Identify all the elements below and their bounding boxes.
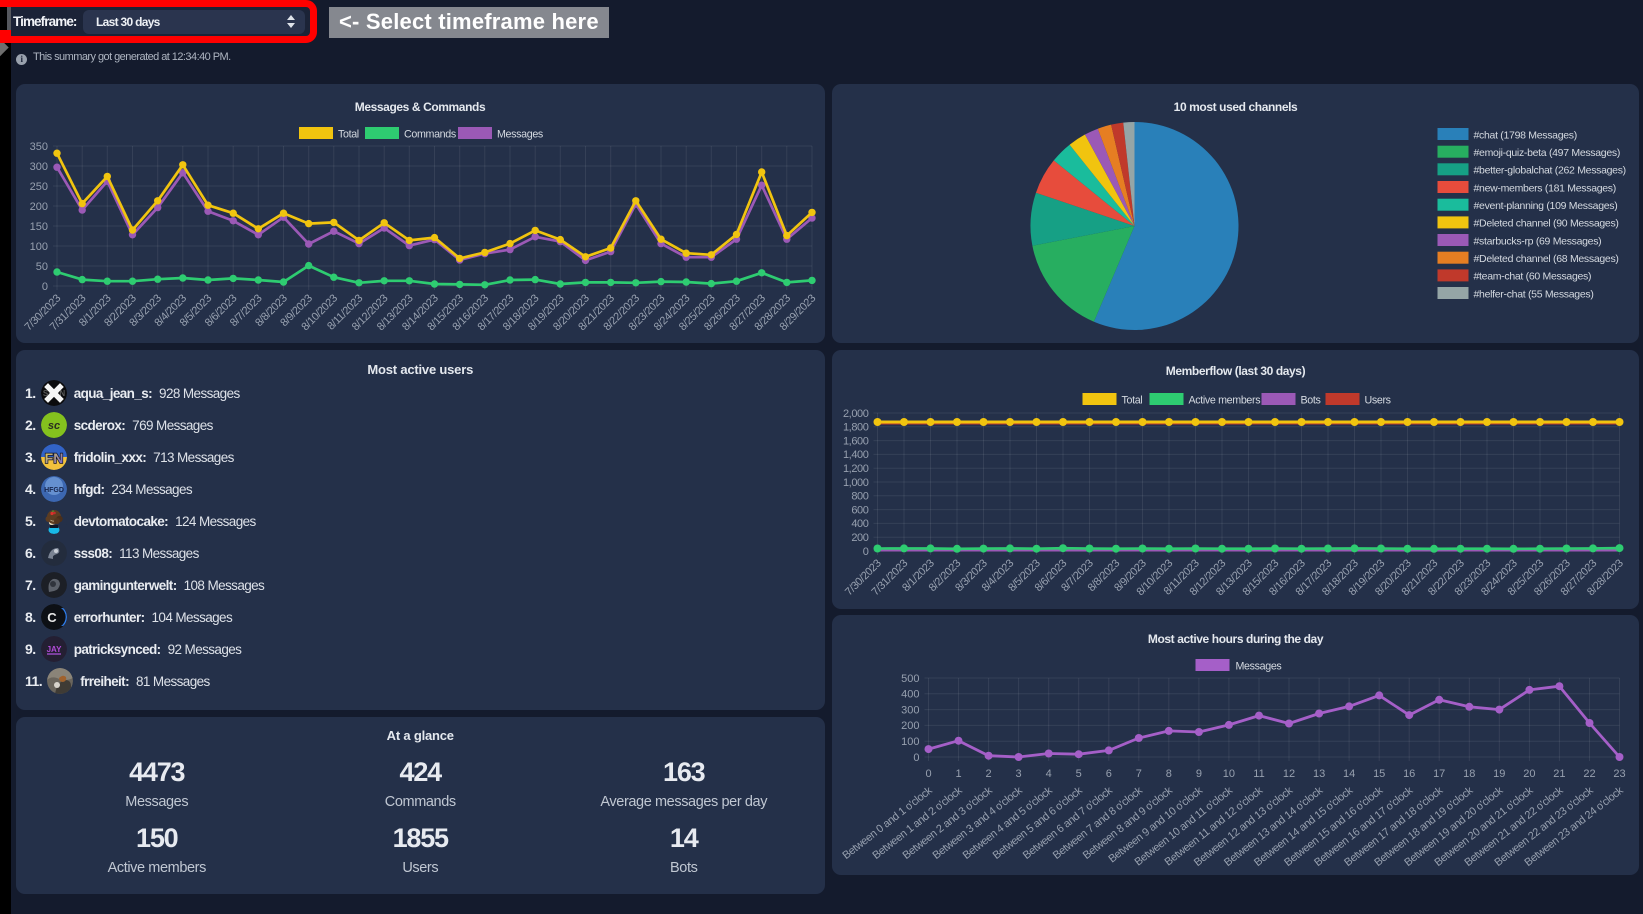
svg-text:Total: Total xyxy=(338,129,359,141)
svg-text:23: 23 xyxy=(1613,768,1625,780)
svg-text:JAY: JAY xyxy=(46,645,61,654)
svg-text:1,800: 1,800 xyxy=(842,422,868,434)
svg-text:1,600: 1,600 xyxy=(842,435,868,447)
svg-text:8: 8 xyxy=(1165,768,1171,780)
svg-text:FN: FN xyxy=(44,450,63,466)
svg-text:sc: sc xyxy=(48,420,60,432)
svg-text:400: 400 xyxy=(851,518,868,530)
svg-text:150: 150 xyxy=(30,221,48,233)
svg-text:18: 18 xyxy=(1463,768,1475,780)
svg-text:0: 0 xyxy=(925,768,931,780)
svg-text:350: 350 xyxy=(30,141,48,153)
svg-text:0: 0 xyxy=(42,281,48,293)
svg-text:Most active hours during the d: Most active hours during the day xyxy=(1147,632,1323,646)
svg-text:100: 100 xyxy=(901,736,919,748)
svg-text:Active members: Active members xyxy=(1188,395,1260,407)
svg-text:Commands: Commands xyxy=(404,129,456,141)
svg-text:10 most used channels: 10 most used channels xyxy=(1173,100,1297,114)
svg-text:Total: Total xyxy=(1121,395,1142,407)
svg-text:2,000: 2,000 xyxy=(842,408,868,420)
svg-text:22: 22 xyxy=(1583,768,1595,780)
svg-text:Users: Users xyxy=(1364,395,1390,407)
svg-text:300: 300 xyxy=(901,704,919,716)
svg-text:10: 10 xyxy=(1222,768,1234,780)
svg-text:100: 100 xyxy=(30,241,48,253)
svg-text:1: 1 xyxy=(955,768,961,780)
svg-text:800: 800 xyxy=(851,491,868,503)
svg-text:4: 4 xyxy=(1045,768,1051,780)
svg-text:#Deleted channel (90 Messages): #Deleted channel (90 Messages) xyxy=(1473,218,1618,230)
svg-text:14: 14 xyxy=(1342,768,1354,780)
svg-text:400: 400 xyxy=(901,689,919,701)
svg-text:200: 200 xyxy=(851,532,868,544)
svg-text:300: 300 xyxy=(30,161,48,173)
svg-text:200: 200 xyxy=(901,720,919,732)
svg-text:21: 21 xyxy=(1553,768,1565,780)
svg-text:0: 0 xyxy=(913,752,919,764)
svg-text:1,200: 1,200 xyxy=(842,463,868,475)
svg-text:250: 250 xyxy=(30,181,48,193)
svg-text:#better-globalchat (262 Messag: #better-globalchat (262 Messages) xyxy=(1473,165,1625,177)
svg-text:11: 11 xyxy=(1253,768,1264,780)
svg-text:Messages: Messages xyxy=(497,129,543,141)
svg-text:#chat (1798 Messages): #chat (1798 Messages) xyxy=(1473,129,1576,141)
svg-text:#new-members (181 Messages): #new-members (181 Messages) xyxy=(1473,182,1615,194)
svg-text:50: 50 xyxy=(36,261,48,273)
svg-text:16: 16 xyxy=(1403,768,1415,780)
svg-text:20: 20 xyxy=(1523,768,1535,780)
svg-text:Bots: Bots xyxy=(1300,395,1320,407)
svg-text:500: 500 xyxy=(901,673,919,685)
svg-text:#Deleted channel (68 Messages): #Deleted channel (68 Messages) xyxy=(1473,253,1618,265)
svg-text:1,000: 1,000 xyxy=(842,477,868,489)
svg-text:Messages: Messages xyxy=(1235,661,1281,673)
svg-text:600: 600 xyxy=(851,504,868,516)
svg-text:19: 19 xyxy=(1493,768,1505,780)
svg-text:13: 13 xyxy=(1312,768,1324,780)
svg-text:2: 2 xyxy=(985,768,991,780)
svg-text:#event-planning (109 Messages): #event-planning (109 Messages) xyxy=(1473,200,1617,212)
svg-text:#team-chat (60 Messages): #team-chat (60 Messages) xyxy=(1473,271,1591,283)
svg-text:17: 17 xyxy=(1433,768,1445,780)
svg-text:#helfer-chat (55 Messages): #helfer-chat (55 Messages) xyxy=(1473,288,1593,300)
svg-text:HFGD: HFGD xyxy=(44,487,64,494)
svg-text:5: 5 xyxy=(1075,768,1081,780)
svg-text:3: 3 xyxy=(1015,768,1021,780)
svg-text:7: 7 xyxy=(1135,768,1141,780)
svg-text:200: 200 xyxy=(30,201,48,213)
svg-text:1,400: 1,400 xyxy=(842,449,868,461)
svg-text:9: 9 xyxy=(1195,768,1201,780)
svg-text:12: 12 xyxy=(1282,768,1294,780)
svg-text:15: 15 xyxy=(1373,768,1385,780)
svg-text:Memberflow (last 30 days): Memberflow (last 30 days) xyxy=(1165,364,1305,378)
svg-text:0: 0 xyxy=(862,546,868,558)
svg-text:Messages & Commands: Messages & Commands xyxy=(355,100,486,114)
svg-text:6: 6 xyxy=(1105,768,1111,780)
svg-text:#emoji-quiz-beta (497 Messages: #emoji-quiz-beta (497 Messages) xyxy=(1473,147,1620,159)
svg-text:#starbucks-rp (69 Messages): #starbucks-rp (69 Messages) xyxy=(1473,235,1601,247)
svg-text:C: C xyxy=(47,610,57,625)
